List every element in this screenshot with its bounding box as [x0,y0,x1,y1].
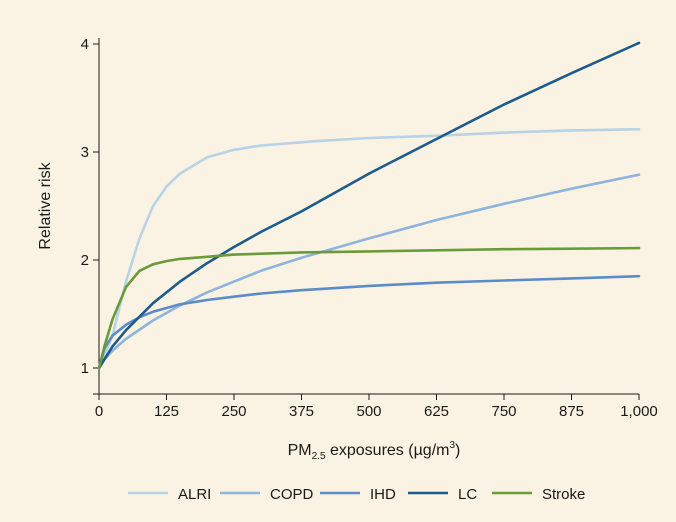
x-tick-label: 0 [95,403,103,420]
legend-label-ihd: IHD [370,486,396,503]
x-ticks: 0 125 250 375 500 625 750 875 1,000 [95,394,658,420]
x-axis-title-subscript: 2.5 [312,451,326,462]
x-axis-title: PM2.5 exposures (µg/m3) [288,440,461,462]
x-axis-title-superscript: 3 [449,440,455,451]
x-tick-label: 1,000 [620,403,658,420]
y-tick-label: 4 [81,36,89,53]
legend-label-copd: COPD [270,486,314,503]
x-tick-label: 750 [491,403,516,420]
x-axis-title-end: ) [455,442,460,459]
x-tick-label: 875 [559,403,584,420]
y-axis-title: Relative risk [37,161,54,249]
series-line-alri [97,128,641,370]
x-tick-label: 625 [424,403,449,420]
x-axis-title-prefix: PM [288,442,312,459]
series-line-lc [97,41,641,370]
axes [93,38,639,395]
legend-label-alri: ALRI [178,486,211,503]
legend: ALRI COPD IHD LC Stroke [128,486,585,503]
y-tick-label: 1 [81,360,89,377]
x-axis-title-suffix: exposures (µg/m [326,442,450,459]
x-tick-label: 375 [289,403,314,420]
series-line-stroke [97,246,641,370]
y-tick-label: 2 [81,252,89,269]
x-tick-label: 500 [356,403,381,420]
series-line-copd [97,173,641,370]
x-tick-label: 250 [221,403,246,420]
y-tick-label: 3 [81,144,89,161]
x-tick-label: 125 [154,403,179,420]
series-lines [97,41,641,370]
y-ticks: 1 2 3 4 [81,36,99,377]
legend-label-lc: LC [458,486,477,503]
legend-label-stroke: Stroke [542,486,585,503]
series-line-ihd [97,274,641,370]
